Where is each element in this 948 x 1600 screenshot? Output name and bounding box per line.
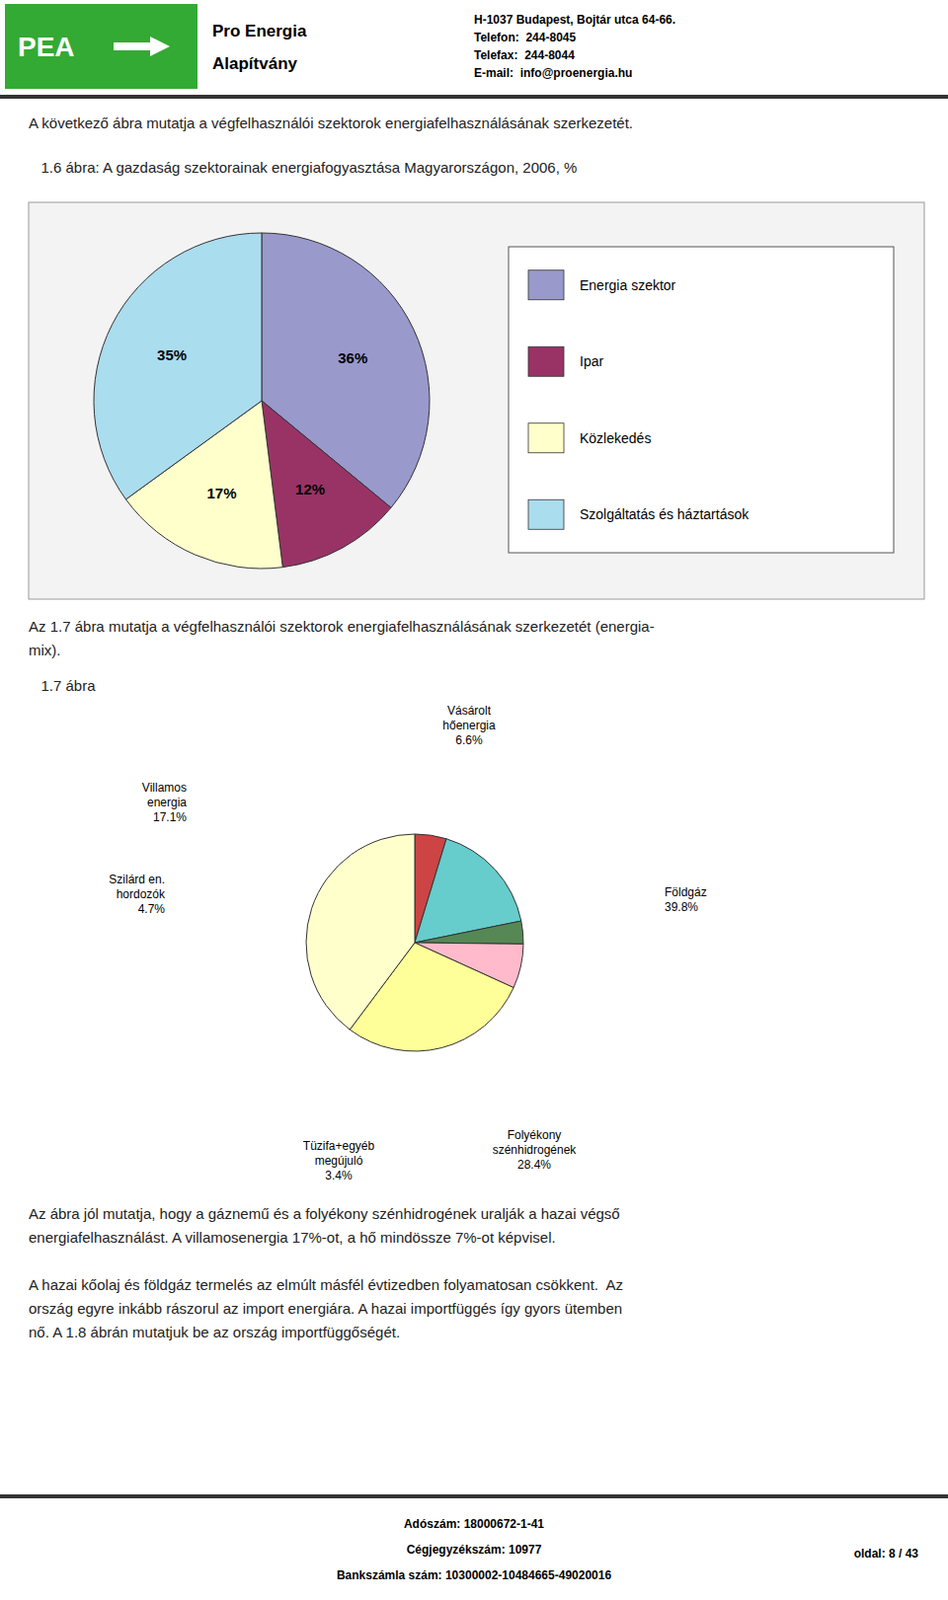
logo-arrow (113, 36, 170, 57)
org-name: Pro Energia (212, 21, 308, 41)
slice-label: Villamosenergia (142, 781, 187, 810)
header-address: E-mail: info@proenergia.hu (474, 66, 632, 80)
footer-text: Cégjegyzékszám: 10977 (406, 1543, 543, 1558)
chart-title: 1.6 ábra: A gazdaság szektorainak energi… (28, 158, 577, 176)
data-label: 3.4% (324, 1169, 353, 1184)
pie-slice (93, 233, 262, 500)
legend-entry: Szolgáltatás és háztartások (579, 506, 750, 523)
legend-swatch (528, 346, 564, 377)
logo-box (4, 3, 198, 89)
chart-2: Szilárd en.hordozók4.7% Villamosenergia17… (108, 704, 707, 1184)
data-label: 4.7% (138, 902, 166, 917)
body-text: A hazai kőolaj és földgáz termelés az el… (28, 1276, 624, 1294)
footer-text: Bankszámla szám: 10300002-10484665-49020… (336, 1569, 613, 1583)
body-text: Az ábra jól mutatja, hogy a gáznemű és a… (28, 1205, 621, 1223)
slice-label: Vásárolthőenergia (442, 704, 496, 733)
chart-panel (28, 202, 925, 600)
header-address: H-1037 Budapest, Bojtár utca 64-66. (474, 12, 676, 27)
legend-swatch (528, 423, 564, 454)
page-number: oldal: 8 / 43 (854, 1547, 920, 1562)
data-label: 17.1% (153, 810, 187, 825)
footer-text: Adószám: 18000672-1-41 (403, 1517, 545, 1532)
data-label: 36% (337, 349, 368, 367)
footer-divider (0, 1495, 948, 1500)
chart-1: 36% 12% 17% 35% Energia szektor Ipar Közlekedé… (28, 202, 925, 600)
data-label: 39.8% (664, 900, 699, 915)
data-label: 28.4% (517, 1158, 552, 1173)
body-text: nő. A 1.8 ábrán mutatjuk be az ország im… (28, 1324, 400, 1342)
data-label: 12% (295, 480, 325, 498)
legend-swatch (528, 270, 564, 301)
intro-text: A következő ábra mutatja a végfelhasznál… (28, 114, 633, 132)
body-text: energiafelhasználást. A villamosenergia … (28, 1229, 556, 1247)
page: PEA Pro Energia Alapítvány H-1037 Budapest,… (0, 0, 948, 1600)
slice-label: Szilárd en.hordozók (108, 872, 166, 902)
slice-label: Folyékonyszénhidrogének (492, 1128, 578, 1158)
header-address: Telefax: 244-8044 (474, 48, 575, 63)
legend-swatch (528, 499, 564, 530)
body-text: Az 1.7 ábra mutatja a végfelhasználói sz… (28, 618, 655, 635)
slice-label: Tüzifa+egyébmegújuló (303, 1139, 376, 1169)
data-label: 17% (206, 484, 237, 502)
legend-entry: Ipar (579, 353, 604, 370)
pie-slice (261, 400, 392, 568)
body-text: ország egyre inkább rászorul az import e… (28, 1300, 623, 1318)
org-name: Alapítvány (212, 54, 299, 74)
data-label: 35% (157, 346, 187, 364)
legend-entry: Energia szektor (579, 277, 677, 294)
header-divider (0, 94, 948, 99)
slice-label: Földgáz (664, 885, 708, 900)
pie-slice (414, 921, 524, 945)
header-address: Telefon: 244-8045 (474, 30, 576, 45)
body-text: mix). (28, 641, 62, 659)
legend-box (508, 246, 894, 553)
legend-entry: Közlekedés (579, 430, 651, 447)
data-label: 6.6% (455, 733, 483, 748)
logo-text: PEA (17, 31, 76, 63)
pie-slice (306, 834, 415, 1030)
chart-title: 1.7 ábra (28, 677, 96, 695)
